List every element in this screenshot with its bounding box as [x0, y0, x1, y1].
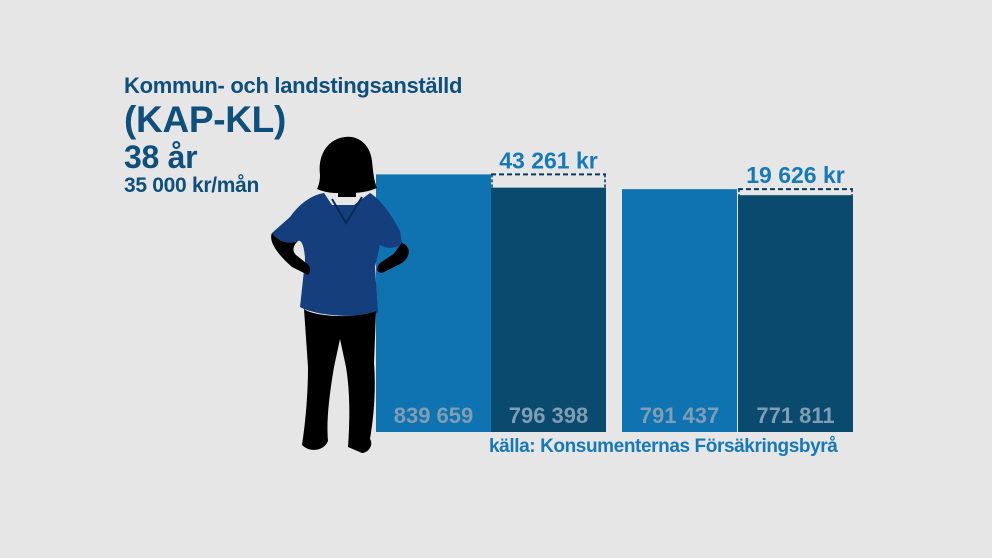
silhouette-head	[317, 136, 377, 193]
bar-3	[622, 189, 737, 432]
bar-value-label-4: 771 811	[756, 403, 834, 428]
difference-label-1: 43 261 kr	[499, 147, 598, 173]
bar-1	[376, 174, 491, 432]
scrubs-top	[272, 193, 402, 316]
source-credit: källa: Konsumenternas Försäkringsbyrå	[489, 436, 838, 457]
headline-pension-plan: (KAP-KL)	[124, 99, 287, 140]
difference-label-2: 19 626 kr	[746, 162, 845, 188]
bar-4	[738, 195, 853, 432]
headline-age: 38 år	[124, 139, 198, 175]
headline-salary: 35 000 kr/mån	[124, 174, 260, 197]
scrubs-collar	[331, 196, 363, 225]
bar-value-label-2: 796 398	[509, 403, 589, 428]
silhouette-left-arm	[271, 233, 311, 275]
silhouette-neck	[338, 187, 356, 197]
silhouette-legs	[302, 309, 376, 453]
headline-employee-type: Kommun- och landstingsanställd	[124, 73, 463, 98]
bar-value-label-3: 791 437	[640, 403, 720, 428]
bar-2	[491, 187, 606, 432]
silhouette-right-arm	[377, 243, 409, 273]
nurse-silhouette	[271, 136, 409, 453]
bar-value-label-1: 839 659	[394, 403, 474, 428]
